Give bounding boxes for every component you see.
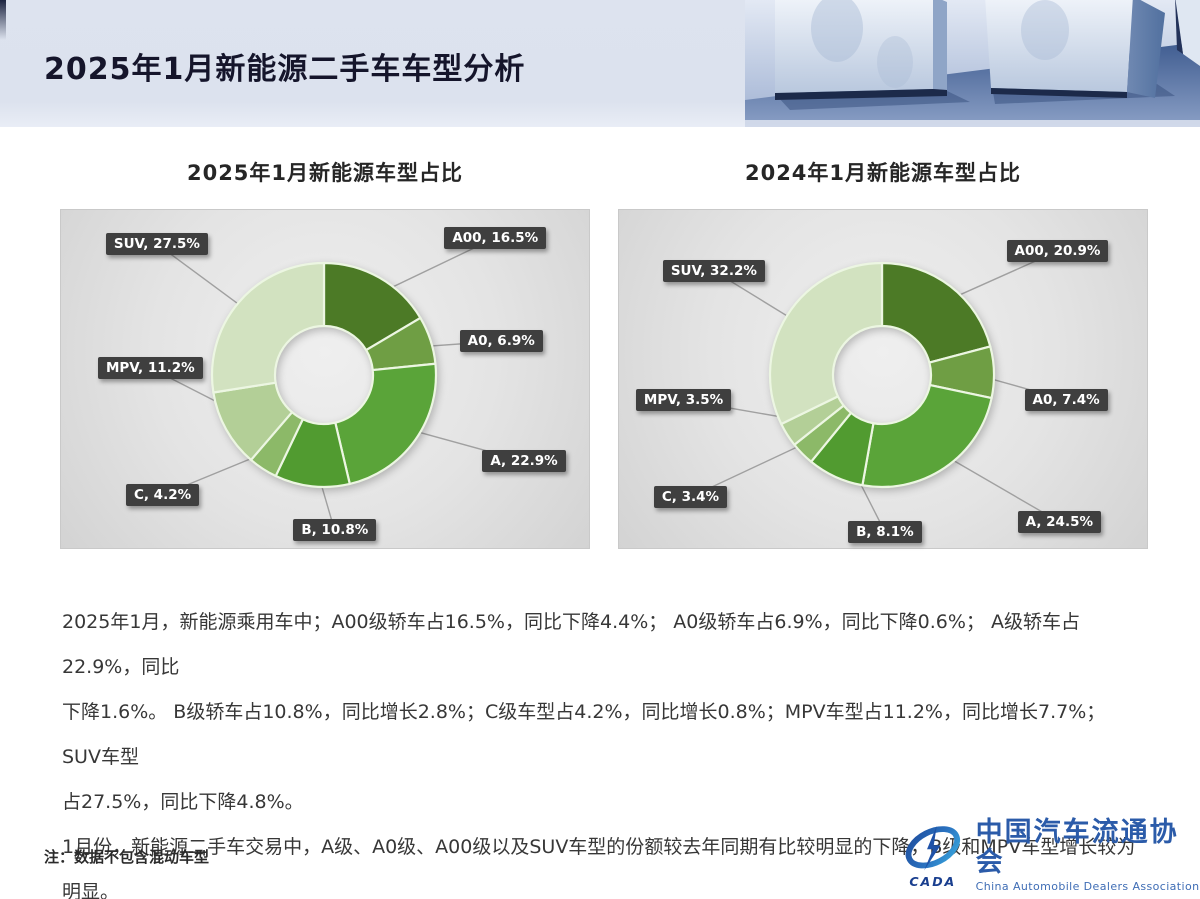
cubes-illustration-icon	[745, 0, 1200, 127]
analysis-line-4: 1月份，新能源二手车交易中，A级、A0级、A00级以及SUV车型的份额较去年同期…	[62, 836, 1136, 899]
data-label-a0: A0, 7.4%	[1024, 388, 1108, 411]
chart-block-2025: 2025年1月新能源车型占比 A00, 16.5% A0, 6.9% A, 22.9…	[60, 157, 590, 549]
data-label-a: A, 22.9%	[482, 449, 566, 472]
logo-name-cn: 中国汽车流通协会	[975, 817, 1179, 878]
footnote: 注：数据不包含混动车型	[44, 848, 210, 866]
slice-a00	[880, 261, 992, 364]
slice-suv	[210, 261, 326, 394]
data-label-a0: A0, 6.9%	[459, 330, 543, 353]
data-label-b: B, 8.1%	[848, 521, 922, 544]
logo-name-en: China Automobile Dealers Association	[975, 880, 1200, 893]
charts-row: 2025年1月新能源车型占比 A00, 16.5% A0, 6.9% A, 22.9…	[0, 127, 1200, 549]
chart-title-2024: 2024年1月新能源车型占比	[744, 161, 1022, 185]
logo-text: 中国汽车流通协会 China Automobile Dealers Associ…	[975, 817, 1200, 894]
donut-chart-2024: A00, 20.9% A0, 7.4% A, 24.5% B, 8.1% C, 3.4%…	[618, 209, 1148, 549]
analysis-line-2: 下降1.6%。 B级轿车占10.8%，同比增长2.8%；C级车型占4.2%，同比…	[62, 701, 1106, 768]
header-cubes-graphic	[745, 0, 1200, 127]
chart-title-2025: 2025年1月新能源车型占比	[186, 161, 464, 185]
cada-logo-icon: CADA	[905, 825, 961, 888]
slice-a	[334, 362, 438, 486]
page-title: 2025年1月新能源二手车车型分析	[44, 52, 526, 87]
data-label-c: C, 3.4%	[653, 486, 728, 509]
corner-mark	[0, 0, 6, 40]
analysis-line-1: 2025年1月，新能源乘用车中；A00级轿车占16.5%，同比下降4.4%； A…	[62, 611, 1080, 678]
data-label-a00: A00, 20.9%	[1006, 239, 1109, 262]
slice-suv	[768, 261, 884, 426]
data-label-a00: A00, 16.5%	[444, 226, 547, 249]
data-label-b: B, 10.8%	[293, 519, 377, 542]
data-label-a: A, 24.5%	[1017, 511, 1101, 534]
data-label-mpv: MPV, 3.5%	[635, 388, 732, 411]
cada-acronym: CADA	[909, 873, 956, 888]
data-label-mpv: MPV, 11.2%	[97, 357, 203, 380]
data-label-suv: SUV, 32.2%	[662, 259, 765, 282]
donut-chart-2025: A00, 16.5% A0, 6.9% A, 22.9% B, 10.8% C, 4.2…	[60, 209, 590, 549]
data-label-suv: SUV, 27.5%	[105, 232, 208, 255]
slice-a	[861, 383, 993, 489]
header-band: 2025年1月新能源二手车车型分析	[0, 0, 1200, 127]
data-label-c: C, 4.2%	[125, 484, 200, 507]
chart-block-2024: 2024年1月新能源车型占比 A00, 20.9% A0, 7.4% A, 24.5…	[618, 157, 1148, 549]
analysis-line-3: 占27.5%，同比下降4.8%。	[62, 791, 304, 813]
cada-logo: CADA 中国汽车流通协会 China Automobile Dealers A…	[898, 818, 1200, 893]
slice-a00	[322, 261, 422, 352]
analysis-text: 2025年1月，新能源乘用车中；A00级轿车占16.5%，同比下降4.4%； A…	[0, 600, 1200, 899]
